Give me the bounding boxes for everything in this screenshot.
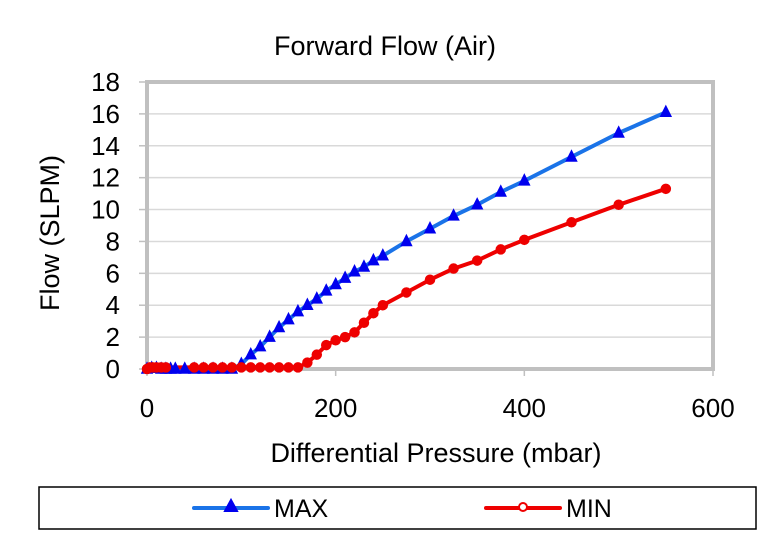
data-point-max	[253, 339, 267, 352]
data-point-max	[659, 104, 673, 118]
data-point-min	[401, 287, 412, 298]
x-tick-label: 400	[503, 393, 546, 423]
data-point-max	[470, 197, 484, 210]
data-point-max	[263, 329, 276, 342]
data-point-max	[494, 184, 507, 197]
y-tick-label: 4	[106, 290, 120, 320]
data-point-max	[320, 283, 333, 296]
data-point-min	[207, 362, 219, 373]
data-point-max	[310, 291, 324, 304]
data-point-min	[198, 362, 209, 373]
data-point-min	[302, 357, 313, 368]
data-point-max	[272, 319, 286, 333]
y-tick-label: 10	[91, 195, 120, 225]
data-point-max	[376, 248, 390, 261]
data-point-max	[178, 361, 191, 374]
legend-box	[38, 486, 757, 530]
x-tick-label: 200	[314, 393, 357, 423]
data-point-min	[330, 335, 341, 346]
data-point-max	[518, 173, 531, 186]
data-point-min	[264, 362, 275, 373]
data-point-max	[169, 361, 182, 374]
legend: MAX MIN	[38, 486, 757, 530]
data-point-min	[217, 362, 228, 373]
legend-min-marker-icon	[518, 502, 528, 512]
data-point-min	[311, 349, 323, 360]
data-point-min	[273, 362, 285, 373]
data-point-min	[566, 217, 577, 228]
data-point-min	[519, 234, 530, 246]
data-point-min	[495, 244, 506, 255]
data-point-min	[424, 274, 436, 285]
data-point-min	[245, 362, 257, 373]
series-markers-max	[140, 104, 673, 374]
data-point-min	[254, 362, 266, 373]
y-tick-label: 0	[106, 354, 120, 384]
data-point-max	[244, 346, 257, 360]
data-point-min	[377, 299, 389, 311]
data-point-max	[612, 125, 625, 138]
data-point-min	[320, 339, 332, 351]
y-tick-label: 2	[106, 322, 120, 352]
data-point-max	[301, 297, 314, 310]
series-markers-min	[141, 183, 672, 375]
data-point-min	[188, 362, 200, 373]
data-point-min	[660, 183, 672, 195]
gridlines	[139, 81, 713, 370]
data-point-min	[358, 317, 370, 329]
data-point-min	[448, 263, 459, 274]
data-point-max	[447, 208, 460, 221]
data-point-max	[329, 276, 342, 290]
x-axis-label: Differential Pressure (mbar)	[270, 438, 601, 468]
y-tick-label: 16	[91, 99, 120, 129]
data-point-max	[291, 303, 305, 317]
y-tick-label: 8	[106, 226, 120, 256]
y-axis-label: Flow (SLPM)	[35, 155, 65, 311]
data-point-min	[236, 362, 247, 373]
y-tick-label: 12	[91, 163, 120, 193]
legend-min-label: MIN	[566, 495, 612, 523]
data-point-max	[423, 221, 437, 234]
chart-title: Forward Flow (Air)	[274, 31, 496, 61]
x-tick-label: 600	[691, 393, 734, 423]
data-point-min	[613, 199, 624, 211]
data-point-max	[282, 311, 295, 325]
y-tick-label: 18	[91, 67, 120, 97]
data-point-min	[226, 362, 238, 373]
y-tick-label: 14	[91, 131, 120, 161]
plot-area-border	[145, 80, 715, 371]
legend-max-label: MAX	[274, 495, 329, 523]
data-point-max	[348, 264, 361, 277]
data-point-min	[368, 307, 379, 319]
legend-max-marker-icon	[223, 497, 239, 512]
data-point-min	[339, 331, 351, 343]
data-point-max	[400, 233, 413, 247]
data-point-max	[338, 270, 352, 283]
data-point-min	[349, 327, 360, 338]
series-markers	[140, 104, 673, 375]
data-point-min	[292, 362, 304, 373]
data-point-max	[357, 259, 371, 272]
data-point-max	[565, 149, 578, 162]
data-point-min	[160, 362, 172, 373]
x-tick-label: 0	[140, 393, 154, 423]
series-line-min	[146, 186, 667, 371]
x-axis-tick-labels: 0 200 400 600	[140, 393, 735, 423]
data-point-min	[471, 255, 483, 266]
data-point-min	[283, 362, 294, 373]
data-point-max	[367, 252, 380, 266]
y-tick-label: 6	[106, 258, 120, 288]
